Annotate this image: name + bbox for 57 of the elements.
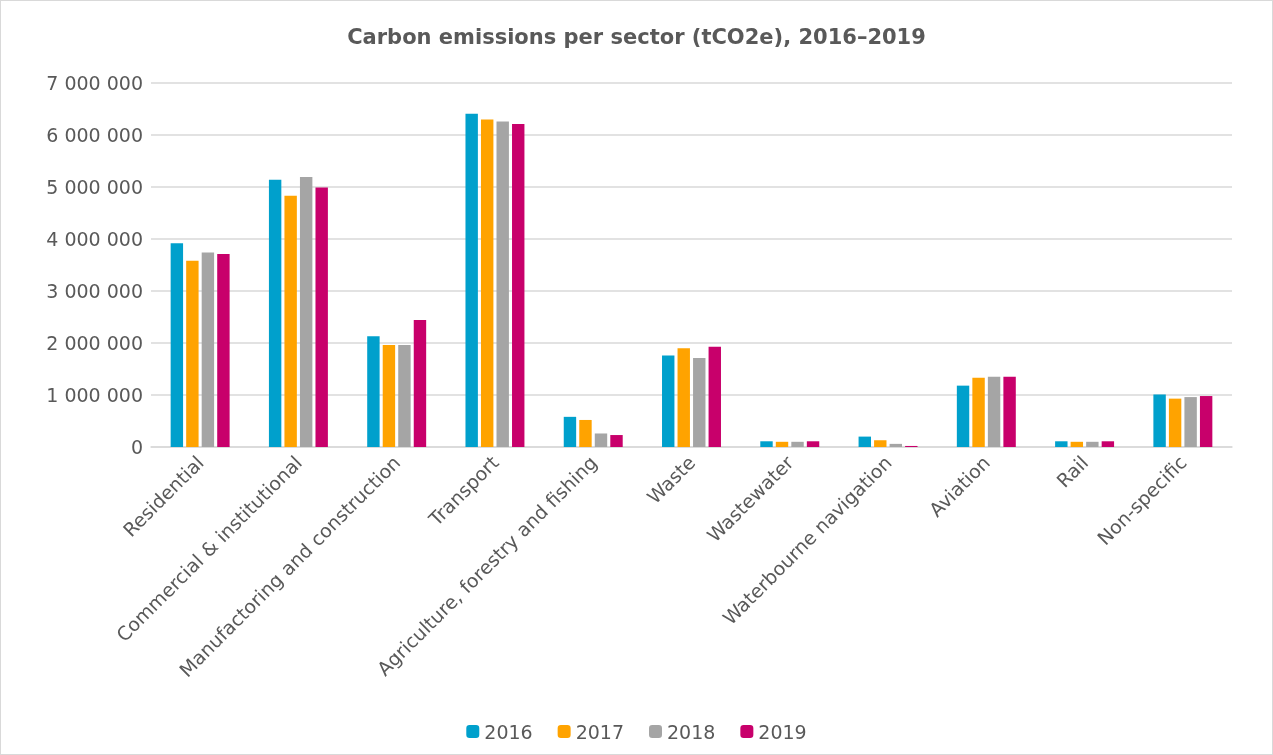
legend-label: 2019 <box>758 720 807 743</box>
chart-title: Carbon emissions per sector (tCO2e), 2016–2019 <box>347 24 926 49</box>
bar <box>874 440 887 447</box>
bar <box>760 441 773 447</box>
y-tick-label: 5 000 000 <box>46 176 143 198</box>
bar <box>791 441 804 447</box>
y-tick-label: 4 000 000 <box>46 228 143 250</box>
y-tick-label: 7 000 000 <box>46 72 143 94</box>
bar <box>1003 376 1016 447</box>
bar <box>186 260 199 447</box>
bar <box>217 254 230 447</box>
bar <box>1055 441 1068 447</box>
bar <box>610 435 623 447</box>
bar <box>367 336 380 447</box>
bar <box>1199 396 1213 447</box>
bar <box>170 243 184 447</box>
legend-label: 2017 <box>575 720 625 743</box>
bar <box>1184 397 1197 447</box>
y-tick-label: 0 <box>130 436 143 458</box>
bar <box>201 252 215 447</box>
legend-label: 2018 <box>667 720 716 743</box>
bar <box>480 119 494 447</box>
bar <box>382 345 396 447</box>
bar <box>1168 398 1182 447</box>
bar <box>512 124 525 447</box>
bar <box>708 346 721 447</box>
y-tick-label: 3 000 000 <box>46 280 143 302</box>
bar <box>299 177 313 447</box>
bar <box>315 187 328 447</box>
x-tick-label: Rail <box>1052 451 1093 492</box>
y-tick-label: 6 000 000 <box>46 124 143 146</box>
bar <box>1070 441 1084 447</box>
bar <box>579 419 592 447</box>
bar <box>806 441 820 447</box>
bar <box>398 345 411 447</box>
bar <box>956 385 970 447</box>
bar <box>465 113 478 447</box>
bar <box>693 358 706 447</box>
bar <box>972 377 985 447</box>
bar <box>662 355 675 447</box>
bar <box>987 376 1001 447</box>
bar <box>1086 441 1099 447</box>
bar <box>563 416 577 447</box>
bar <box>858 436 871 447</box>
bar <box>268 179 282 447</box>
legend-label: 2016 <box>484 720 533 743</box>
bar <box>1153 394 1166 447</box>
bar <box>594 433 608 447</box>
bar <box>1101 441 1115 447</box>
y-tick-label: 1 000 000 <box>46 384 143 406</box>
y-tick-label: 2 000 000 <box>46 332 143 354</box>
bar <box>889 443 903 447</box>
bar <box>284 195 297 447</box>
bar <box>677 348 690 447</box>
bar <box>496 121 509 447</box>
bar <box>775 441 789 447</box>
bar <box>413 320 427 447</box>
